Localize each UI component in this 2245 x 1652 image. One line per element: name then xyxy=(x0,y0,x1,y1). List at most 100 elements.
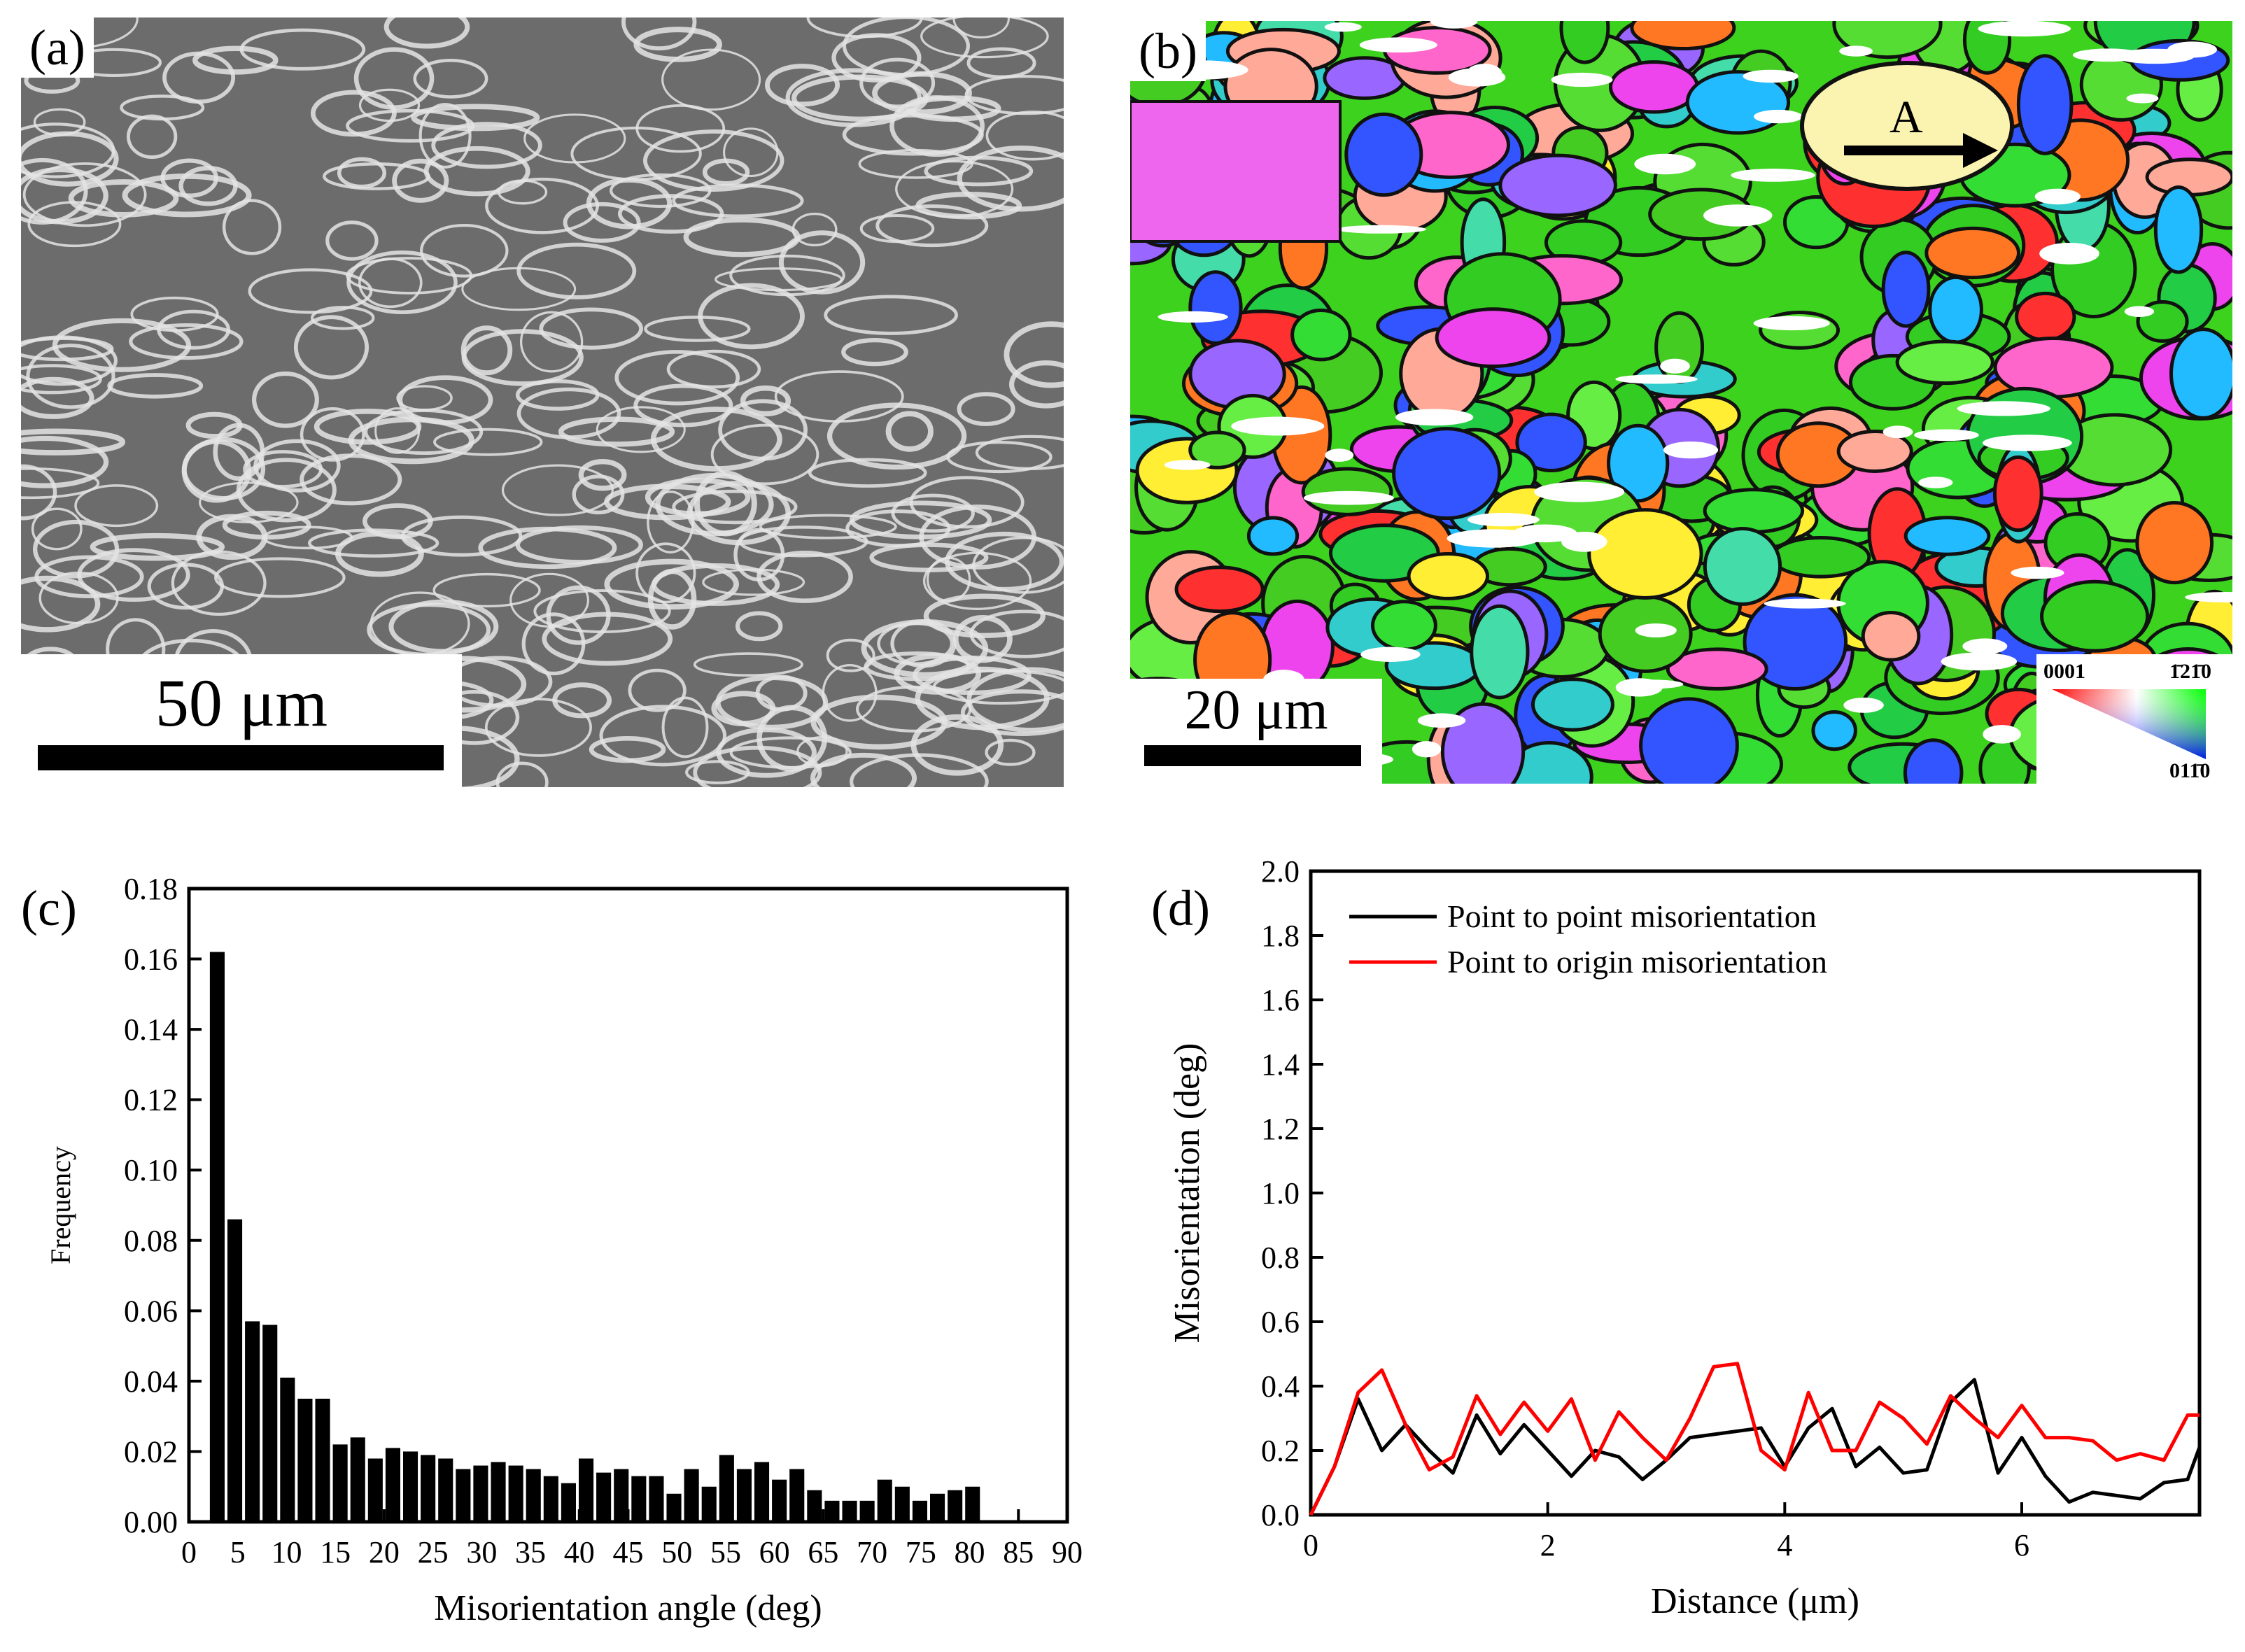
histogram-bar xyxy=(877,1479,892,1522)
chart-d-xtick-label: 0 xyxy=(1303,1528,1318,1562)
chart-c-xtick-label: 80 xyxy=(955,1535,985,1569)
histogram-bar xyxy=(245,1321,260,1522)
scale-bar-a xyxy=(38,745,444,770)
panel-b-label: (b) xyxy=(1130,21,1206,81)
chart-c-xtick-label: 50 xyxy=(661,1535,692,1569)
chart-c-ytick-label: 0.04 xyxy=(124,1364,178,1399)
panel-b: (b) A 20 μm 0001 1̄21̄0 011̄0 xyxy=(1130,21,2232,784)
histogram-bar xyxy=(367,1458,383,1522)
histogram-bar xyxy=(842,1500,857,1522)
chart-c-ytick-label: 0.08 xyxy=(124,1224,178,1258)
arrow-label-a: A xyxy=(1889,92,1923,143)
histogram-bar xyxy=(350,1437,365,1522)
histogram-bar xyxy=(543,1476,558,1522)
histogram-bar xyxy=(912,1500,927,1522)
scale-label-b: 20 μm xyxy=(1184,679,1328,741)
ipf-label-0110: 011̄0 xyxy=(2169,759,2211,782)
histogram-bar xyxy=(456,1469,471,1522)
histogram-bar xyxy=(508,1465,523,1522)
histogram-bar xyxy=(719,1455,734,1522)
histogram-bar xyxy=(824,1500,840,1522)
chart-c-xtick-label: 30 xyxy=(466,1535,497,1569)
histogram-bar xyxy=(227,1219,243,1522)
scale-label-a: 50 μm xyxy=(155,665,328,740)
chart-c-ytick-label: 0.10 xyxy=(124,1153,178,1187)
ipf-legend: 0001 1̄21̄0 011̄0 xyxy=(2036,654,2232,784)
chart-d-ytick-label: 0.8 xyxy=(1261,1241,1300,1275)
histogram-bar xyxy=(807,1490,822,1522)
histogram-bar xyxy=(596,1472,612,1522)
chart-c-xtick-label: 60 xyxy=(759,1535,790,1569)
chart-d-ytick-label: 0.4 xyxy=(1261,1369,1300,1404)
histogram-bar xyxy=(754,1462,770,1522)
chart-d-xlabel: Distance (μm) xyxy=(1651,1581,1859,1621)
chart-c-xtick-label: 75 xyxy=(906,1535,936,1569)
ebsd-map xyxy=(1130,21,2232,784)
histogram-bar xyxy=(631,1476,647,1522)
chart-c-xtick-label: 25 xyxy=(418,1535,449,1569)
histogram-bar xyxy=(280,1377,295,1522)
chart-c-xlabel: Misorientation angle (deg) xyxy=(434,1588,822,1628)
chart-c-ytick-label: 0.12 xyxy=(124,1083,178,1117)
chart-c-xtick-label: 70 xyxy=(857,1535,887,1569)
chart-c-xtick-label: 5 xyxy=(230,1535,246,1569)
chart-d-ytick-label: 1.6 xyxy=(1261,983,1300,1017)
chart-d-ylabel: Misorientation (deg) xyxy=(1167,1043,1207,1343)
histogram-bar xyxy=(649,1476,664,1522)
legend-label: Point to origin misorientation xyxy=(1447,944,1827,980)
panel-a-label: (a) xyxy=(21,17,94,78)
histogram-bar xyxy=(315,1399,330,1522)
chart-c-xtick-label: 65 xyxy=(808,1535,838,1569)
histogram-bar xyxy=(789,1469,805,1522)
chart-c: 0.00 0.02 0.04 0.06 0.08 0.10 0.12 0.14 0.16 0.18… xyxy=(45,872,1083,1628)
histogram-bar xyxy=(332,1444,348,1522)
panel-d-label: (d) xyxy=(1151,878,1210,938)
histogram-bar xyxy=(473,1465,488,1522)
panel-a: (a) 50 μm xyxy=(21,17,1064,787)
chart-c-xtick-label: 35 xyxy=(515,1535,546,1569)
histogram-bar xyxy=(262,1325,278,1522)
histogram-bar xyxy=(894,1486,910,1522)
histogram-bar xyxy=(385,1448,400,1522)
chart-c-xtick-label: 40 xyxy=(564,1535,595,1569)
chart-c-xtick-label: 15 xyxy=(320,1535,351,1569)
scale-bar-b xyxy=(1144,745,1361,766)
ipf-label-1210: 1̄21̄0 xyxy=(2169,660,2211,683)
histogram-bar xyxy=(736,1469,752,1522)
ipf-label-0001: 0001 xyxy=(2043,660,2085,683)
series-line-point-to-origin xyxy=(1309,1362,2200,1516)
chart-c-ytick-label: 0.00 xyxy=(124,1505,178,1539)
chart-d-ytick-label: 1.4 xyxy=(1261,1047,1300,1082)
chart-d-ytick-label: 0.0 xyxy=(1261,1498,1300,1532)
histogram-bar xyxy=(526,1469,541,1522)
chart-c-ytick-label: 0.16 xyxy=(124,943,178,977)
histogram-bar xyxy=(438,1458,453,1522)
chart-d-ytick-label: 2.0 xyxy=(1261,854,1300,889)
chart-d-ytick-label: 0.2 xyxy=(1261,1434,1300,1468)
ipf-triangle xyxy=(2052,689,2206,759)
histogram-bar xyxy=(561,1483,576,1522)
histogram-bar xyxy=(297,1399,313,1522)
histogram-bar xyxy=(701,1486,717,1522)
histogram-bar xyxy=(614,1469,629,1522)
chart-c-xtick-label: 20 xyxy=(369,1535,400,1569)
chart-c-xtick-label: 90 xyxy=(1052,1535,1083,1569)
histogram-bar xyxy=(209,952,225,1522)
chart-d-xtick-label: 4 xyxy=(1777,1528,1792,1562)
chart-c-xtick-label: 45 xyxy=(613,1535,644,1569)
chart-d-ytick-label: 0.6 xyxy=(1261,1305,1300,1339)
chart-c-ytick-label: 0.02 xyxy=(124,1434,178,1469)
chart-c-xtick-label: 85 xyxy=(1003,1535,1034,1569)
chart-d-xtick-label: 6 xyxy=(2014,1528,2029,1562)
histogram-bar xyxy=(491,1462,506,1522)
histogram-bar xyxy=(929,1493,945,1522)
histogram-bar xyxy=(666,1493,682,1522)
chart-c-ytick-label: 0.06 xyxy=(124,1294,178,1328)
histogram-bar xyxy=(402,1451,418,1522)
chart-c-ylabel: Frequency xyxy=(45,1146,76,1264)
chart-d-xtick-label: 2 xyxy=(1540,1528,1556,1562)
panel-c-label: (c) xyxy=(21,878,77,938)
chart-d-ytick-label: 1.0 xyxy=(1261,1176,1300,1210)
histogram-bar xyxy=(578,1458,594,1522)
chart-d-ytick-label: 1.8 xyxy=(1261,919,1300,953)
